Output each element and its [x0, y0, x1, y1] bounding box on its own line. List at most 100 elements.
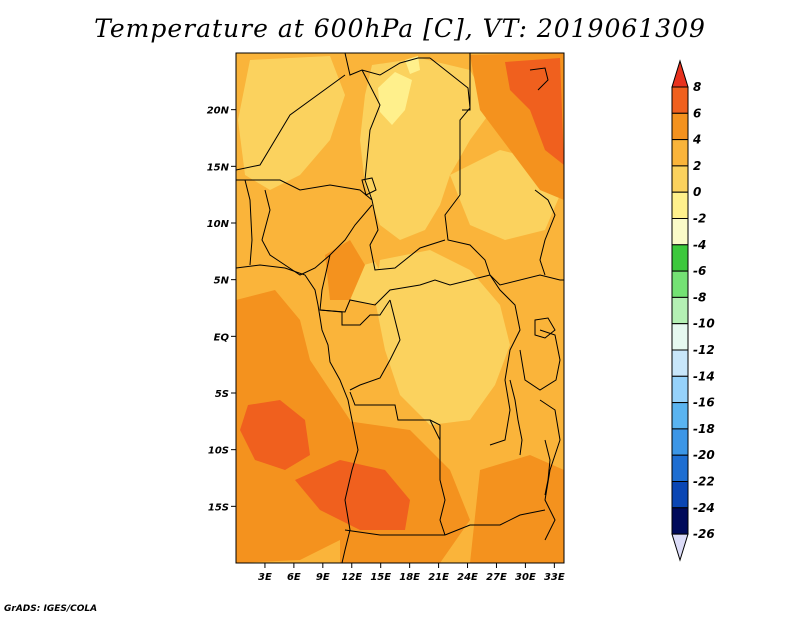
- field-6-to-8-angola-south: [295, 460, 410, 530]
- colorbar-label: 2: [693, 159, 701, 173]
- colorbar-segment-1: [671, 86, 689, 114]
- colorbar-segment-13: [671, 402, 689, 430]
- x-tick-label: 27E: [486, 572, 507, 583]
- colorbar-segment-7: [671, 244, 689, 272]
- border-mali-niger: [236, 74, 346, 171]
- country-borders: [236, 53, 564, 563]
- colorbar-label: -18: [693, 422, 715, 436]
- field-6-to-8-north-east: [505, 58, 564, 165]
- colorbar-label: -16: [693, 396, 715, 410]
- colorbar: 8 6 4 2 0 -2 -4 -6 -8 -10 -12 -14 -16 -18 -20 -22 -24 -26: [671, 59, 715, 562]
- colorbar-label: -2: [693, 212, 706, 226]
- x-tick-label: 18E: [399, 572, 420, 583]
- border-angola-namibia: [344, 529, 445, 536]
- border-benin: [244, 179, 253, 266]
- border-chad-car: [369, 199, 446, 271]
- colorbar-segment-12: [671, 375, 689, 404]
- nile-border-detail: [529, 67, 549, 91]
- colorbar-label: -8: [693, 290, 706, 304]
- y-tick-label: 5N: [214, 276, 230, 287]
- colorbar-segment-11: [671, 349, 689, 377]
- border-niger-south: [236, 179, 373, 201]
- lake-malawi: [544, 439, 551, 496]
- colorbar-label: -4: [693, 238, 706, 252]
- y-tick-label: 20N: [207, 106, 230, 117]
- border-mozambique: [539, 399, 561, 541]
- y-axis-ticks: 20N 15N 10N 5N EQ 5S 10S 15S: [207, 106, 236, 513]
- y-tick-label: 10S: [208, 446, 229, 457]
- colorbar-label: 4: [692, 133, 701, 147]
- colorbar-label: -6: [693, 264, 706, 278]
- colorbar-segment-6: [671, 218, 689, 246]
- x-tick-label: 12E: [341, 572, 362, 583]
- y-tick-label: 15N: [207, 162, 230, 173]
- x-tick-label: 24E: [457, 572, 478, 583]
- colorbar-segment-16: [671, 481, 689, 509]
- colorbar-bottom-arrow: [671, 533, 689, 562]
- y-tick-label: 5S: [215, 389, 229, 400]
- x-axis-ticks: 3E 6E 9E 12E 15E 18E 21E 24E 27E 30E 33E: [258, 563, 565, 583]
- temperature-field: [236, 53, 564, 563]
- border-angola-north: [349, 391, 441, 441]
- colorbar-label: -26: [693, 527, 715, 541]
- colorbar-label: 6: [693, 106, 701, 120]
- colorbar-label: 0: [693, 185, 701, 199]
- border-chad-sudan: [444, 194, 491, 276]
- colorbar-segment-17: [671, 507, 689, 535]
- border-nigeria-cameroon: [261, 189, 373, 276]
- colorbar-segment-4: [671, 165, 689, 193]
- colorbar-label: -12: [693, 343, 715, 357]
- field-6-to-8-angola-coast: [240, 400, 310, 470]
- colorbar-segment-14: [671, 428, 689, 456]
- field-4-to-6-south-east: [470, 455, 564, 563]
- x-tick-label: 3E: [258, 572, 272, 583]
- border-libya-sudan: [429, 57, 471, 195]
- field-neg2-to-0-patch-north: [378, 72, 412, 125]
- border-algeria-libya: [344, 53, 430, 76]
- field-0-to-2-central-africa: [375, 250, 510, 425]
- colorbar-label: 8: [693, 80, 701, 94]
- colorbar-top-arrow: [671, 59, 689, 88]
- border-zambia-south: [444, 509, 546, 536]
- border-gabon-congo: [319, 299, 391, 326]
- y-tick-label: 10N: [207, 219, 230, 230]
- colorbar-label: -22: [693, 475, 715, 489]
- y-tick-label: 15S: [208, 502, 229, 513]
- border-niger-chad: [361, 69, 381, 201]
- colorbar-segment-10: [671, 323, 689, 351]
- colorbar-label: -20: [693, 448, 715, 462]
- border-tanzania: [519, 329, 561, 391]
- border-angola-zambia: [429, 419, 446, 536]
- x-tick-label: 30E: [515, 572, 536, 583]
- border-congo-drc: [349, 299, 401, 391]
- map-frame: [235, 52, 565, 564]
- colorbar-segment-15: [671, 454, 689, 483]
- lake-victoria: [534, 317, 556, 339]
- colorbar-label: -14: [693, 369, 715, 383]
- x-tick-label: 15E: [370, 572, 391, 583]
- x-tick-label: 6E: [287, 572, 301, 583]
- x-tick-label: 9E: [316, 572, 330, 583]
- colorbar-segment-2: [671, 112, 689, 141]
- colorbar-segment-5: [671, 191, 689, 219]
- field-4-to-6-cameroon: [325, 240, 365, 300]
- colorbar-label: -24: [693, 501, 715, 515]
- y-tick-label: EQ: [214, 332, 230, 343]
- colorbar-segment-8: [671, 270, 689, 298]
- border-sudan-ethiopia: [489, 274, 564, 286]
- map-title: Temperature at 600hPa [C], VT: 201906130…: [94, 14, 706, 43]
- lake-tanganyika: [509, 379, 523, 456]
- border-drc-east: [489, 274, 521, 446]
- x-tick-label: 21E: [428, 572, 449, 583]
- x-tick-label: 33E: [544, 572, 565, 583]
- colorbar-segment-3: [671, 139, 689, 167]
- border-cameroon-car: [319, 254, 491, 313]
- grads-credit: GrADS: IGES/COLA: [4, 604, 98, 614]
- colorbar-segment-9: [671, 296, 689, 325]
- border-ethiopia-upper: [534, 189, 556, 276]
- colorbar-label: -10: [693, 317, 715, 331]
- lake-chad: [361, 177, 377, 196]
- coastline-west: [236, 264, 359, 563]
- border-libya-egypt: [462, 53, 471, 111]
